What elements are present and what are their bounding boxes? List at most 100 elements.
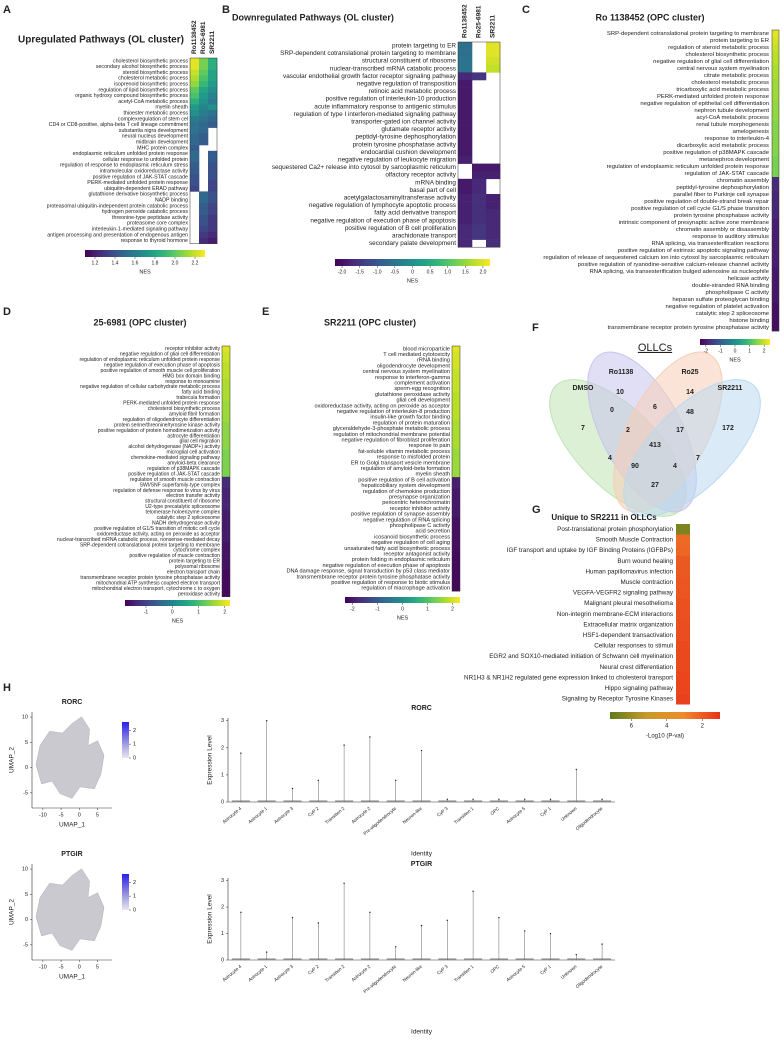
nes-cell [452,517,460,523]
nes-cell [222,422,230,429]
nes-cell [772,135,779,143]
pathway-cell [676,619,690,631]
heatmap-cell [199,121,209,128]
row-label: regulation of chemokine production [363,489,450,495]
row-label: glutathione derivative biosynthetic proc… [88,192,188,198]
colorbar-tick-label: -1 [718,348,723,354]
colorbar-label: -Log10 (P-val) [646,734,684,740]
nes-cell [452,477,460,484]
heatmap-cell [199,92,209,99]
nes-cell [772,86,779,94]
row-label: glutathione peroxidase activity [375,392,450,398]
nes-cell [772,261,779,269]
row-label: phospholipase C activity [390,523,451,529]
colorbar-tick-label: 1.0 [444,269,451,275]
row-label: mRNA binding [415,179,456,186]
umap-cloud [35,716,105,799]
row-label: citrate metabolic process [704,73,769,79]
heatmap-cell [208,156,218,163]
row-label: presynapse organization [389,495,450,501]
row-label: renal tubule morphogenesis [696,122,769,128]
row-label: unsaturated fatty acid biosynthetic proc… [344,546,450,552]
nes-cell [772,324,779,332]
colorbar-tick-label: 2.2 [192,260,199,266]
nes-cell [772,247,779,255]
row-label: cytochrome complex [173,548,220,554]
row-label: myelin sheath [415,472,450,478]
violin-top-point [291,916,294,919]
heatmap-cell [486,194,501,202]
y-axis-label: Expression Level [207,735,214,785]
x-tick-label: -10 [39,812,47,818]
nes-cell [772,72,779,80]
heatmap-cell [208,69,218,76]
nes-cell [452,391,460,398]
heatmap-cell [208,203,218,210]
y-tick-label: -5 [23,942,28,948]
heatmap-cell [199,116,209,123]
panel-letter: B [222,4,230,16]
row-label: SRP-dependent cotranslational protein ta… [80,542,220,548]
row-label: interleukin-1-mediated signaling pathway [92,227,188,233]
colorbar-tick-label: 1.5 [462,269,469,275]
pathway-cell [676,683,690,694]
heatmap-cell [190,110,200,117]
nes-cell [452,397,460,404]
umap-title: RORC [62,699,83,706]
colorbar-tick-label: 0 [411,269,414,275]
nes-cell [772,219,779,227]
row-label: retinoic acid metabolic process [369,88,456,95]
y-tick-label: 0 [221,957,224,963]
colorbar-tick-label: -2.0 [338,269,347,275]
nes-cell [452,368,460,375]
row-label: oxidoreductase activity, acting on perox… [315,403,451,409]
row-label: transporter-gated ion channel activity [351,118,457,125]
heatmap-cell [199,208,209,215]
nes-cell [772,30,779,38]
y-tick-label: 3 [221,718,224,724]
colorbar [122,722,129,758]
x-tick-label: -10 [39,964,47,970]
heatmap-cell [486,216,501,225]
heatmap-cell [208,81,218,88]
row-label: rRNA binding [417,358,450,364]
nes-cell [222,449,230,456]
heatmap-cell [486,224,501,233]
panel-title: 25-6981 (OPC cluster) [93,317,186,327]
row-label: CD4 or CD8-positive, alpha-beta T cell l… [49,122,189,128]
pathway-cell [676,608,690,620]
heatmap-cell [199,133,209,140]
row-label: cholesterol biosynthetic process [113,58,188,64]
heatmap-cell [199,220,209,227]
pathway-label: Muscle contraction [621,579,674,586]
row-label: peroxidase activity [178,591,220,597]
row-label: NADH dehydrogenase activity [152,520,220,526]
row-label: microglial cell activation [166,450,220,456]
row-label: positive regulation of extrinsic apoptot… [618,248,769,254]
row-label: catalytic step 2 spliceosome [157,515,221,521]
row-label: trabecula formation [176,395,220,401]
row-label: acyl-CoA metabolic process [696,115,769,121]
nes-cell [222,514,230,521]
pathway-cell [676,672,690,684]
nes-cell [222,493,230,499]
row-label: PERK-mediated unfolded protein response [657,94,770,100]
nes-cell [772,93,779,101]
row-label: negative regulation of cellular carbohyd… [80,384,220,390]
identity-label: CyP 2 [307,806,320,818]
column-header: Ro1138452 [191,20,198,54]
violin-top-point [240,911,242,914]
heatmap-cell [199,226,209,233]
colorbar-label: NES [172,618,184,624]
row-label: amelogenesis [733,129,769,135]
heatmap-cell [190,87,200,94]
identity-label: CyP 1 [539,964,552,976]
row-label: cholesterol metabolic process [691,80,769,86]
identity-label: Oligodendrocyte [575,806,604,832]
row-label: transmembrane receptor protein tyrosine … [297,574,450,580]
panel-letter: D [3,306,11,318]
x-axis-label: UMAP_1 [59,974,85,981]
heatmap-cell [208,220,218,227]
heatmap-cell [190,168,200,175]
y-tick-label: 10 [22,715,28,721]
